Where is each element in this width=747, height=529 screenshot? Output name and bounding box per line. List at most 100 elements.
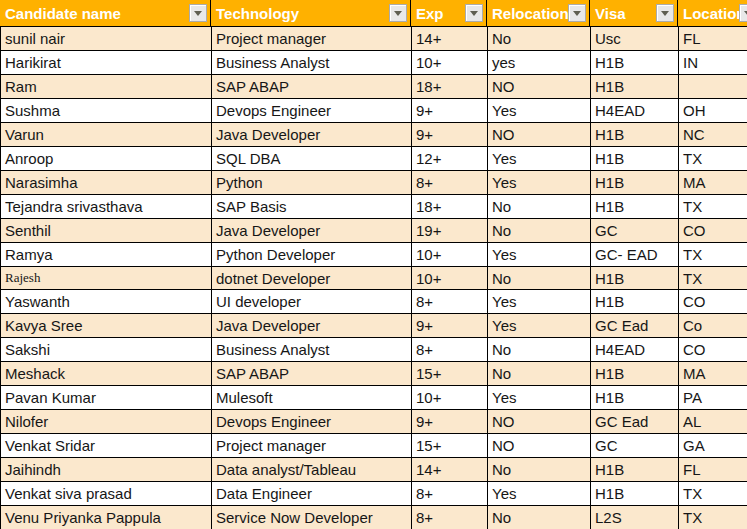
filter-dropdown-button[interactable]	[389, 4, 407, 22]
cell-candidate-name[interactable]: Senthil	[1, 219, 212, 242]
cell-candidate-name[interactable]: sunil nair	[1, 27, 212, 50]
cell-visa[interactable]: H1B	[591, 147, 679, 170]
column-header-technology[interactable]: Technology	[211, 0, 411, 26]
cell-visa[interactable]: GC	[591, 219, 679, 242]
cell-exp[interactable]: 8+	[412, 338, 488, 361]
cell-candidate-name[interactable]: Rajesh	[1, 267, 212, 290]
cell-visa[interactable]: H1B	[591, 362, 679, 385]
filter-dropdown-button[interactable]	[465, 4, 483, 22]
cell-relocation[interactable]: NO	[488, 75, 591, 98]
cell-relocation[interactable]: No	[488, 219, 591, 242]
cell-visa[interactable]: GC- EAD	[591, 243, 679, 266]
cell-relocation[interactable]: Yes	[488, 99, 591, 122]
cell-exp[interactable]: 8+	[412, 290, 488, 313]
cell-location[interactable]: CO	[679, 290, 747, 313]
cell-exp[interactable]: 10+	[412, 386, 488, 409]
cell-relocation[interactable]: Yes	[488, 243, 591, 266]
cell-location[interactable]: Co	[679, 314, 747, 337]
cell-relocation[interactable]: NO	[488, 434, 591, 457]
cell-exp[interactable]: 10+	[412, 243, 488, 266]
cell-technology[interactable]: UI developer	[212, 290, 412, 313]
cell-visa[interactable]: H1B	[591, 458, 679, 481]
cell-relocation[interactable]: No	[488, 267, 591, 290]
column-header-candidate-name[interactable]: Candidate name	[0, 0, 211, 26]
cell-visa[interactable]: GC Ead	[591, 410, 679, 433]
cell-location[interactable]: NC	[679, 123, 747, 146]
cell-location[interactable]: AL	[679, 410, 747, 433]
cell-visa[interactable]: H1B	[591, 290, 679, 313]
cell-exp[interactable]: 15+	[412, 362, 488, 385]
cell-candidate-name[interactable]: Pavan Kumar	[1, 386, 212, 409]
cell-location[interactable]: OH	[679, 99, 747, 122]
cell-location[interactable]: TX	[679, 482, 747, 505]
cell-relocation[interactable]: No	[488, 362, 591, 385]
cell-candidate-name[interactable]: Venkat Sridar	[1, 434, 212, 457]
cell-candidate-name[interactable]: Harikirat	[1, 51, 212, 74]
cell-location[interactable]: TX	[679, 506, 747, 529]
cell-technology[interactable]: Devops Engineer	[212, 99, 412, 122]
cell-visa[interactable]: H4EAD	[591, 338, 679, 361]
cell-technology[interactable]: dotnet Developer	[212, 267, 412, 290]
cell-location[interactable]: PA	[679, 386, 747, 409]
filter-dropdown-button[interactable]	[656, 4, 674, 22]
cell-technology[interactable]: Project manager	[212, 434, 412, 457]
cell-technology[interactable]: Business Analyst	[212, 51, 412, 74]
cell-candidate-name[interactable]: Narasimha	[1, 171, 212, 194]
cell-visa[interactable]: H1B	[591, 386, 679, 409]
cell-visa[interactable]: H1B	[591, 51, 679, 74]
cell-technology[interactable]: Project manager	[212, 27, 412, 50]
cell-exp[interactable]: 9+	[412, 410, 488, 433]
cell-relocation[interactable]: No	[488, 195, 591, 218]
cell-relocation[interactable]: Yes	[488, 314, 591, 337]
cell-exp[interactable]: 10+	[412, 51, 488, 74]
cell-location[interactable]: MA	[679, 362, 747, 385]
cell-candidate-name[interactable]: Kavya Sree	[1, 314, 212, 337]
cell-location[interactable]: MA	[679, 171, 747, 194]
cell-exp[interactable]: 8+	[412, 482, 488, 505]
cell-candidate-name[interactable]: Sushma	[1, 99, 212, 122]
cell-relocation[interactable]: No	[488, 458, 591, 481]
cell-exp[interactable]: 9+	[412, 99, 488, 122]
filter-dropdown-button[interactable]	[568, 4, 586, 22]
cell-visa[interactable]: H1B	[591, 171, 679, 194]
cell-visa[interactable]: Usc	[591, 27, 679, 50]
filter-dropdown-button[interactable]	[189, 4, 207, 22]
cell-visa[interactable]: H4EAD	[591, 99, 679, 122]
cell-exp[interactable]: 8+	[412, 171, 488, 194]
cell-location[interactable]: TX	[679, 195, 747, 218]
column-header-location[interactable]: Location	[678, 0, 747, 26]
cell-location[interactable]: TX	[679, 267, 747, 290]
cell-technology[interactable]: Data Engineer	[212, 482, 412, 505]
cell-relocation[interactable]: Yes	[488, 386, 591, 409]
cell-relocation[interactable]: Yes	[488, 171, 591, 194]
cell-candidate-name[interactable]: Ram	[1, 75, 212, 98]
cell-exp[interactable]: 10+	[412, 267, 488, 290]
cell-relocation[interactable]: yes	[488, 51, 591, 74]
cell-technology[interactable]: SAP ABAP	[212, 75, 412, 98]
cell-technology[interactable]: Java Developer	[212, 123, 412, 146]
cell-visa[interactable]: H1B	[591, 123, 679, 146]
cell-location[interactable]: TX	[679, 243, 747, 266]
cell-technology[interactable]: Business Analyst	[212, 338, 412, 361]
cell-location[interactable]: IN	[679, 51, 747, 74]
cell-exp[interactable]: 12+	[412, 147, 488, 170]
cell-visa[interactable]: H1B	[591, 75, 679, 98]
cell-exp[interactable]: 18+	[412, 195, 488, 218]
cell-technology[interactable]: Java Developer	[212, 314, 412, 337]
column-header-relocation[interactable]: Relocation	[487, 0, 590, 26]
cell-relocation[interactable]: No	[488, 27, 591, 50]
cell-location[interactable]: TX	[679, 147, 747, 170]
cell-exp[interactable]: 14+	[412, 458, 488, 481]
cell-location[interactable]: GA	[679, 434, 747, 457]
cell-technology[interactable]: Devops Engineer	[212, 410, 412, 433]
column-header-exp[interactable]: Exp	[411, 0, 487, 26]
cell-candidate-name[interactable]: Ramya	[1, 243, 212, 266]
cell-relocation[interactable]: No	[488, 506, 591, 529]
cell-exp[interactable]: 14+	[412, 27, 488, 50]
cell-visa[interactable]: GC Ead	[591, 314, 679, 337]
cell-candidate-name[interactable]: Varun	[1, 123, 212, 146]
cell-technology[interactable]: Python Developer	[212, 243, 412, 266]
cell-location[interactable]: FL	[679, 27, 747, 50]
cell-relocation[interactable]: Yes	[488, 147, 591, 170]
cell-candidate-name[interactable]: Jaihindh	[1, 458, 212, 481]
